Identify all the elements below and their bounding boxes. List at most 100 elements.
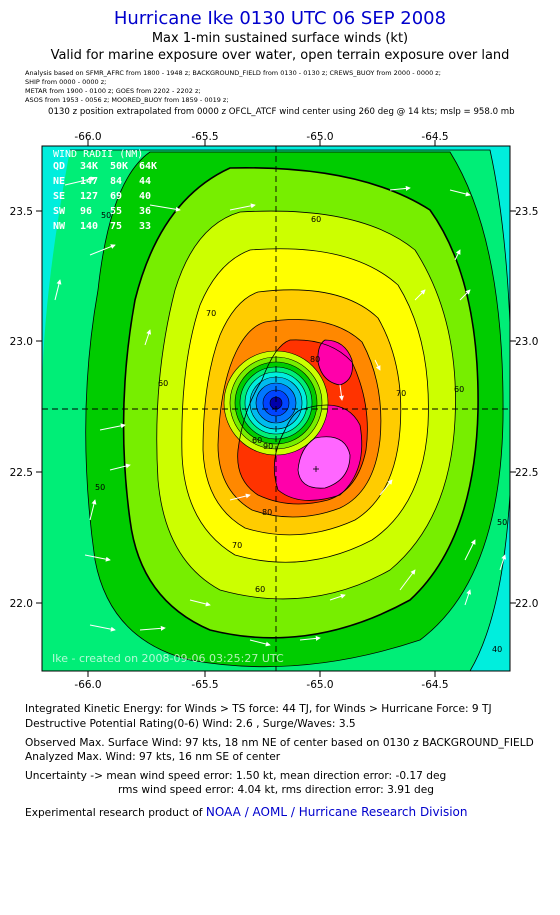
axis-tick-labels: -66.0 -66.0 -65.5 -65.5 -65.0 -65.0 -64.5 -64.5… bbox=[10, 131, 539, 690]
contour-label: 50 bbox=[95, 483, 105, 492]
wind-radii-cell: 33 bbox=[139, 221, 151, 232]
dpr-line: Destructive Potential Rating(0-6) Wind: … bbox=[25, 718, 356, 730]
lon-tick-label: -65.0 bbox=[306, 131, 333, 143]
lat-tick-label: 22.0 bbox=[515, 598, 538, 610]
contour-label: 80 bbox=[262, 508, 272, 517]
lat-tick-label: 23.5 bbox=[515, 206, 538, 218]
hrd-link[interactable]: NOAA / AOML / Hurricane Research Divisio… bbox=[205, 805, 468, 819]
contour-lines bbox=[70, 149, 510, 671]
wind-radii-cell: 75 bbox=[110, 221, 122, 232]
wind-radii-cell: 127 bbox=[80, 191, 98, 202]
map-subtitle: Max 1-min sustained surface winds (kt) bbox=[151, 31, 409, 46]
contour-label: 60 bbox=[311, 215, 321, 224]
wind-vector bbox=[99, 423, 126, 431]
source-line: SHIP from 0000 - 0000 z; bbox=[25, 78, 107, 86]
wind-vector bbox=[464, 589, 472, 606]
wind-radii-header-cell: 64K bbox=[139, 161, 157, 172]
contour-label: 40 bbox=[492, 645, 502, 654]
wind-vector bbox=[414, 289, 426, 301]
lon-tick-label: -65.0 bbox=[306, 679, 333, 690]
lat-tick-label: 23.0 bbox=[515, 336, 538, 348]
map-frame bbox=[41, 145, 511, 672]
wind-vector bbox=[89, 244, 116, 256]
wind-radii-cell: 84 bbox=[110, 176, 122, 187]
wind-vector bbox=[249, 639, 271, 647]
lat-tick-label: 22.0 bbox=[10, 598, 33, 610]
credit-line: Experimental research product of NOAA / … bbox=[25, 805, 467, 819]
wind-vector bbox=[459, 289, 471, 301]
wind-radii-cell: 55 bbox=[110, 206, 122, 217]
wind-radii-title: WIND RADII (NM) bbox=[53, 149, 143, 160]
contour-label: 90 bbox=[263, 442, 273, 451]
contour-label: 60 bbox=[158, 379, 168, 388]
wind-radii-cell: NW bbox=[53, 221, 66, 232]
wind-vector bbox=[64, 176, 96, 186]
axis-ticks bbox=[36, 140, 516, 677]
wind-radii-cell: 147 bbox=[80, 176, 98, 187]
lon-tick-label: -65.5 bbox=[191, 679, 218, 690]
contour-label: 60 bbox=[454, 385, 464, 394]
wind-vector bbox=[229, 493, 251, 501]
max-wind-marker bbox=[313, 466, 319, 472]
analyzed-max-line: Analyzed Max. Wind: 97 kts, 16 nm SE of … bbox=[25, 751, 281, 763]
wind-vector bbox=[89, 624, 116, 632]
wind-vectors bbox=[54, 176, 507, 647]
lon-tick-label: -66.0 bbox=[74, 131, 101, 143]
lon-tick-label: -64.5 bbox=[421, 131, 448, 143]
contour-label-layer: 90 80 80 70 70 70 60 60 60 60 60 50 50 50 40 bbox=[95, 211, 507, 654]
watermark: Ike - created on 2008-09-06 03:25:27 UTC bbox=[52, 652, 284, 665]
wind-vector bbox=[139, 625, 166, 631]
band-nw-lobe bbox=[317, 340, 353, 385]
center-crosshair bbox=[42, 146, 510, 671]
position-note: 0130 z position extrapolated from 0000 z… bbox=[48, 107, 515, 117]
wind-radii-table: WIND RADII (NM) QD 34K 50K 64K NE 147 84 44 SE 12… bbox=[53, 149, 157, 232]
wind-vector bbox=[454, 249, 461, 261]
contour-label: 80 bbox=[310, 355, 320, 364]
contour-label: 60 bbox=[252, 436, 262, 445]
eye-rings bbox=[223, 350, 329, 456]
observed-max-line: Observed Max. Surface Wind: 97 kts, 18 n… bbox=[25, 737, 534, 749]
wind-radii-cell: 69 bbox=[110, 191, 122, 202]
lon-tick-label: -65.5 bbox=[191, 131, 218, 143]
wind-vector bbox=[338, 384, 344, 401]
wind-radii-cell: 140 bbox=[80, 221, 98, 232]
contour-label: 70 bbox=[206, 309, 216, 318]
wind-vector bbox=[389, 185, 411, 191]
wind-radii-cell: 44 bbox=[139, 176, 151, 187]
map-exposure-note: Valid for marine exposure over water, op… bbox=[50, 48, 510, 63]
source-line: METAR from 1900 - 0100 z; GOES from 2202… bbox=[25, 87, 201, 95]
contour-label: 60 bbox=[255, 585, 265, 594]
wind-vector bbox=[84, 554, 111, 562]
wind-vector bbox=[379, 479, 393, 496]
wind-vector bbox=[149, 204, 181, 212]
wind-vector bbox=[109, 463, 131, 471]
wind-radii-cell: SE bbox=[53, 191, 65, 202]
wind-vector bbox=[499, 554, 507, 571]
wind-vector bbox=[189, 599, 211, 607]
wind-vector bbox=[399, 569, 416, 591]
wind-vector bbox=[229, 203, 256, 211]
wind-vector bbox=[144, 329, 152, 346]
source-line: Analysis based on SFMR_AFRC from 1800 - … bbox=[25, 69, 441, 77]
lat-tick-label: 23.0 bbox=[10, 336, 33, 348]
wind-radii-header-cell: 34K bbox=[80, 161, 98, 172]
wind-vector bbox=[374, 359, 381, 371]
contour-label: 50 bbox=[497, 518, 507, 527]
lat-tick-label: 22.5 bbox=[515, 467, 538, 479]
contour-label: 50 bbox=[101, 211, 111, 220]
lat-tick-label: 23.5 bbox=[10, 206, 33, 218]
source-line: ASOS from 1953 - 0056 z; MOORED_BUOY fro… bbox=[25, 96, 229, 104]
wind-analysis-map: Ike - created on 2008-09-06 03:25:27 UTC… bbox=[10, 131, 539, 690]
wind-vector bbox=[89, 499, 97, 521]
ike-line: Integrated Kinetic Energy: for Winds > T… bbox=[25, 703, 492, 715]
wind-radii-cell: 96 bbox=[80, 206, 92, 217]
wind-radii-cell: 36 bbox=[139, 206, 151, 217]
uncertainty-line: Uncertainty -> mean wind speed error: 1.… bbox=[25, 770, 447, 782]
lon-tick-label: -64.5 bbox=[421, 679, 448, 690]
wind-radii-cell: SW bbox=[53, 206, 66, 217]
wind-radii-cell: NE bbox=[53, 176, 65, 187]
credit-prefix: Experimental research product of bbox=[25, 807, 203, 819]
lon-tick-label: -66.0 bbox=[74, 679, 101, 690]
contour-label: 70 bbox=[232, 541, 242, 550]
wind-vector bbox=[449, 189, 471, 197]
